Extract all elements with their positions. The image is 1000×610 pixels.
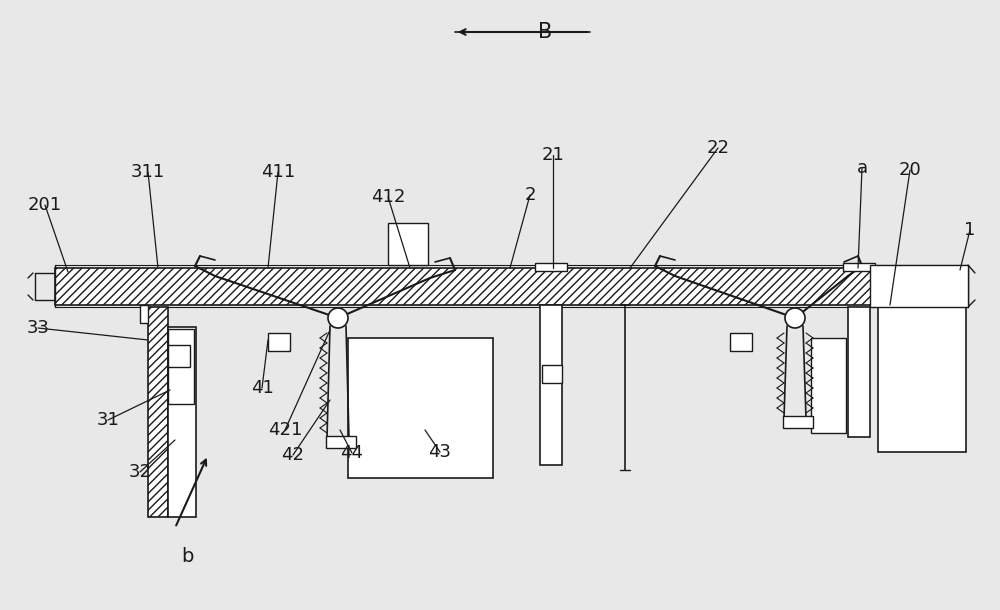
Text: 421: 421 [268,421,302,439]
Text: 42: 42 [282,446,304,464]
Bar [168,329,194,404]
Text: 412: 412 [371,188,405,206]
Bar [848,307,870,437]
Bar [540,305,562,465]
Text: 1: 1 [964,221,976,239]
Text: 22: 22 [706,139,730,157]
Bar [878,307,966,452]
Bar [388,223,428,265]
Text: 32: 32 [128,463,152,481]
Bar [542,365,562,383]
Bar [268,333,290,351]
Text: b: b [181,547,193,565]
Text: 43: 43 [428,443,452,461]
Text: 44: 44 [340,444,364,462]
Bar [140,305,148,323]
Circle shape [328,308,348,328]
Bar [870,265,968,307]
Text: 41: 41 [251,379,273,397]
Text: 20: 20 [899,161,921,179]
Bar [326,436,356,448]
Text: B: B [538,22,552,42]
Text: 2: 2 [524,186,536,204]
Text: 311: 311 [131,163,165,181]
Bar [811,338,846,433]
Bar [55,268,968,305]
Text: 201: 201 [28,196,62,214]
Bar [168,327,196,517]
Circle shape [785,308,805,328]
Text: 21: 21 [542,146,564,164]
Bar [783,416,813,428]
Bar [843,263,875,271]
Text: 33: 33 [26,319,50,337]
Bar [148,307,168,517]
Text: 31: 31 [97,411,119,429]
Bar [348,338,493,478]
Bar [168,345,190,367]
Text: 411: 411 [261,163,295,181]
Bar [730,333,752,351]
Bar [535,263,567,271]
Text: a: a [856,159,868,177]
